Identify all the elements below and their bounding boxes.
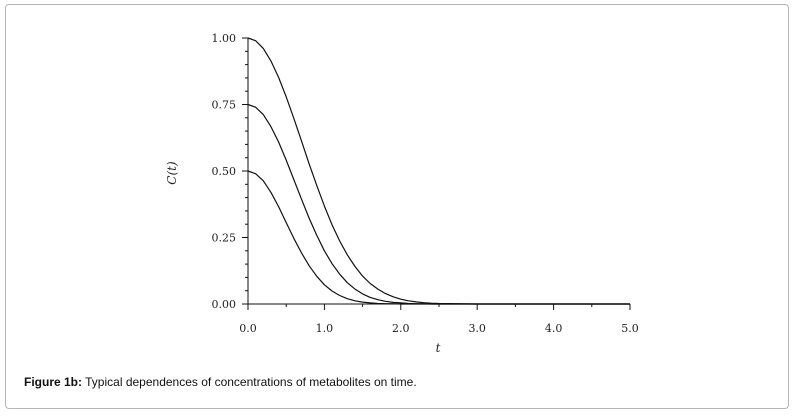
y-axis-label-var: t: [165, 166, 179, 171]
series-layer: [247, 37, 630, 305]
x-axis-ticks: 0.0 1.0 2.0 3.0 4.0 5.0: [239, 304, 639, 335]
y-axis-label-suffix: ): [165, 161, 179, 167]
y-tick-label: 0.50: [212, 165, 237, 178]
figure-panel: [5, 4, 789, 409]
y-tick-label: 1.00: [212, 32, 237, 45]
x-tick-label: 5.0: [621, 322, 639, 335]
x-tick-label: 2.0: [392, 322, 410, 335]
y-axis-label: C(t): [165, 161, 179, 185]
series-line-3: [247, 170, 630, 305]
figure-caption: Figure 1b: Typical dependences of concen…: [24, 375, 417, 389]
series-line-1: [247, 37, 630, 305]
y-axis-ticks: 0.00 0.25 0.50 0.75 1.00: [212, 32, 248, 311]
y-tick-label: 0.00: [212, 298, 237, 311]
y-axis-label-prefix: C(: [165, 171, 179, 185]
x-tick-label: 1.0: [316, 322, 334, 335]
x-axis-label: t: [436, 341, 441, 355]
caption-text: Typical dependences of concentrations of…: [85, 375, 417, 389]
y-tick-label: 0.75: [212, 99, 237, 112]
x-tick-label: 3.0: [468, 322, 486, 335]
y-tick-label: 0.25: [212, 232, 237, 245]
x-tick-label: 4.0: [545, 322, 563, 335]
caption-label: Figure 1b:: [24, 375, 83, 389]
series-line-2: [247, 103, 630, 305]
x-tick-label: 0.0: [239, 322, 257, 335]
